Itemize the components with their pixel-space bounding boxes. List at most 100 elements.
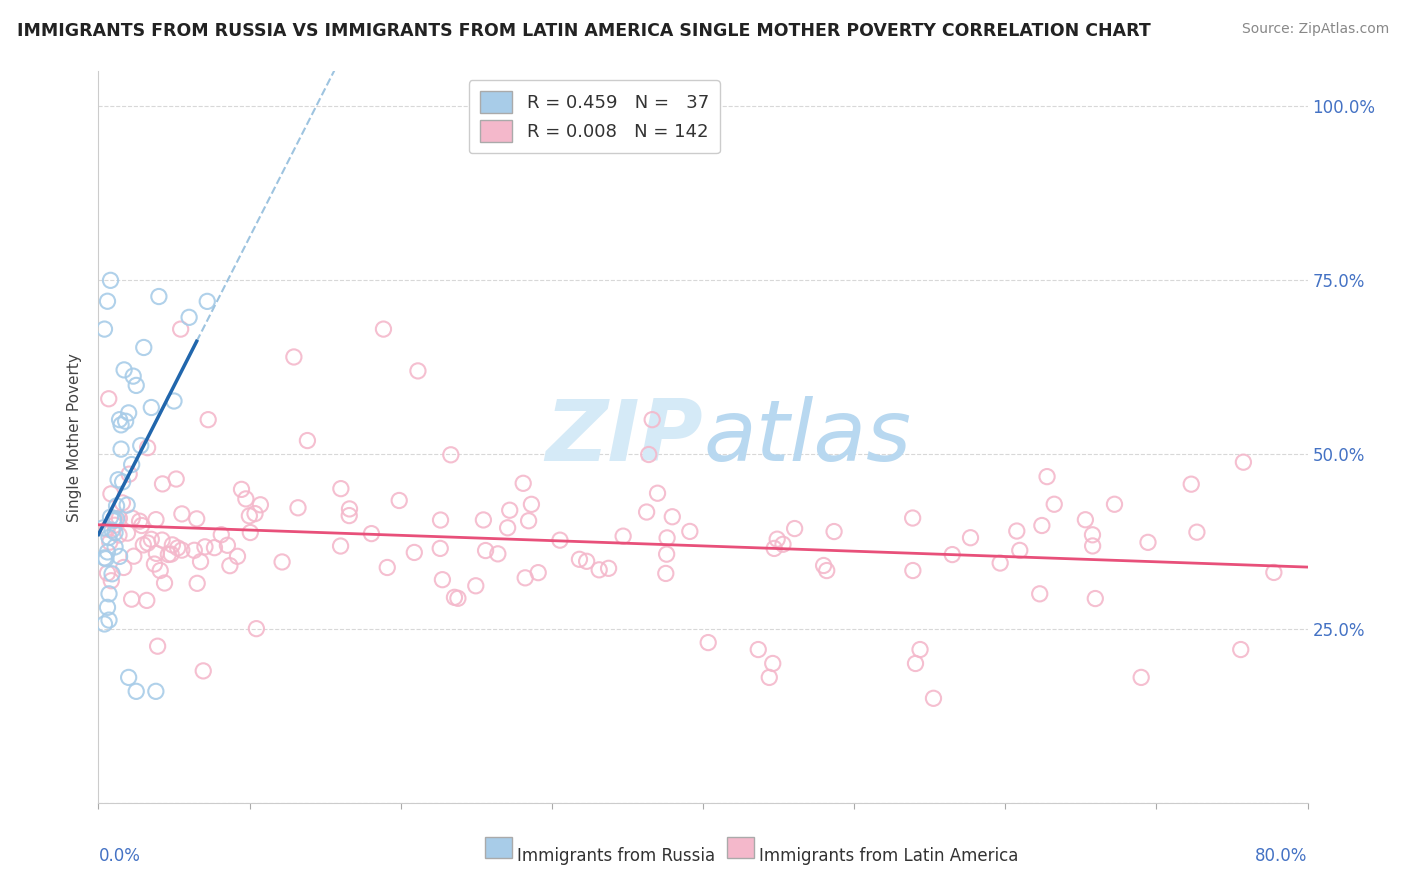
Point	[1104, 497, 1126, 511]
Text: Immigrants from Latin America: Immigrants from Latin America	[759, 847, 1018, 865]
Point	[337, 508, 360, 523]
Point	[647, 486, 669, 500]
Point	[388, 493, 411, 508]
Text: Immigrants from Russia: Immigrants from Russia	[517, 847, 714, 865]
Point	[146, 639, 169, 653]
Point	[339, 502, 361, 516]
Point	[515, 571, 537, 585]
Point	[100, 574, 122, 588]
Point	[93, 322, 115, 336]
Point	[183, 543, 205, 558]
Point	[153, 576, 176, 591]
Point	[118, 670, 141, 684]
Point	[360, 526, 382, 541]
Point	[429, 541, 451, 556]
Point	[1180, 477, 1202, 491]
Point	[697, 635, 720, 649]
Point	[121, 592, 143, 607]
Point	[108, 511, 131, 525]
Point	[93, 550, 115, 565]
Point	[486, 547, 509, 561]
Point	[1229, 642, 1251, 657]
Point	[527, 566, 550, 580]
Point	[141, 533, 163, 547]
Point	[209, 527, 232, 541]
Point	[217, 538, 239, 552]
Point	[517, 514, 540, 528]
Point	[1185, 525, 1208, 540]
Text: Source: ZipAtlas.com: Source: ZipAtlas.com	[1241, 22, 1389, 37]
Point	[115, 498, 138, 512]
Point	[97, 392, 120, 406]
Point	[297, 434, 319, 448]
Point	[163, 394, 186, 409]
Point	[122, 549, 145, 564]
Point	[499, 503, 522, 517]
Point	[104, 525, 127, 540]
Point	[96, 600, 118, 615]
Point	[118, 467, 141, 482]
Point	[108, 549, 131, 564]
Point	[1028, 587, 1050, 601]
Point	[125, 378, 148, 392]
Point	[149, 564, 172, 578]
Point	[128, 514, 150, 528]
Point	[496, 521, 519, 535]
Point	[598, 561, 620, 575]
Point	[96, 522, 118, 536]
Point	[474, 543, 496, 558]
Point	[815, 564, 838, 578]
Point	[93, 617, 115, 632]
Point	[110, 417, 132, 432]
Point	[758, 670, 780, 684]
Point	[548, 533, 571, 548]
Point	[145, 513, 167, 527]
Point	[432, 573, 454, 587]
Point	[443, 591, 465, 605]
Point	[170, 507, 193, 521]
Point	[512, 476, 534, 491]
Point	[404, 545, 426, 559]
Point	[1043, 497, 1066, 511]
Point	[637, 448, 659, 462]
Point	[1232, 455, 1254, 469]
Point	[235, 491, 257, 506]
Point	[762, 657, 785, 671]
FancyBboxPatch shape	[485, 838, 512, 858]
Point	[193, 664, 215, 678]
Point	[1081, 539, 1104, 553]
Point	[813, 558, 835, 573]
Point	[111, 475, 134, 489]
Point	[129, 438, 152, 452]
Legend: R = 0.459   N =   37, R = 0.008   N = 142: R = 0.459 N = 37, R = 0.008 N = 142	[468, 80, 720, 153]
Point	[104, 540, 127, 554]
Point	[655, 566, 678, 581]
Point	[959, 531, 981, 545]
Point	[901, 511, 924, 525]
Point	[239, 525, 262, 540]
Point	[186, 576, 208, 591]
Point	[440, 448, 463, 462]
Text: atlas: atlas	[703, 395, 911, 479]
Point	[179, 310, 201, 325]
Point	[1074, 513, 1097, 527]
Point	[105, 512, 128, 526]
Point	[226, 549, 249, 564]
Point	[110, 442, 132, 456]
Point	[103, 512, 125, 526]
Point	[100, 273, 122, 287]
Point	[96, 294, 118, 309]
Point	[763, 541, 786, 556]
Point	[100, 487, 122, 501]
Point	[160, 547, 183, 561]
Point	[772, 537, 794, 551]
Point	[329, 539, 352, 553]
Point	[447, 591, 470, 606]
Point	[1031, 518, 1053, 533]
Point	[197, 412, 219, 426]
Point	[118, 406, 141, 420]
Point	[98, 535, 121, 549]
Point	[901, 564, 924, 578]
Point	[114, 414, 136, 428]
Text: 0.0%: 0.0%	[98, 847, 141, 864]
